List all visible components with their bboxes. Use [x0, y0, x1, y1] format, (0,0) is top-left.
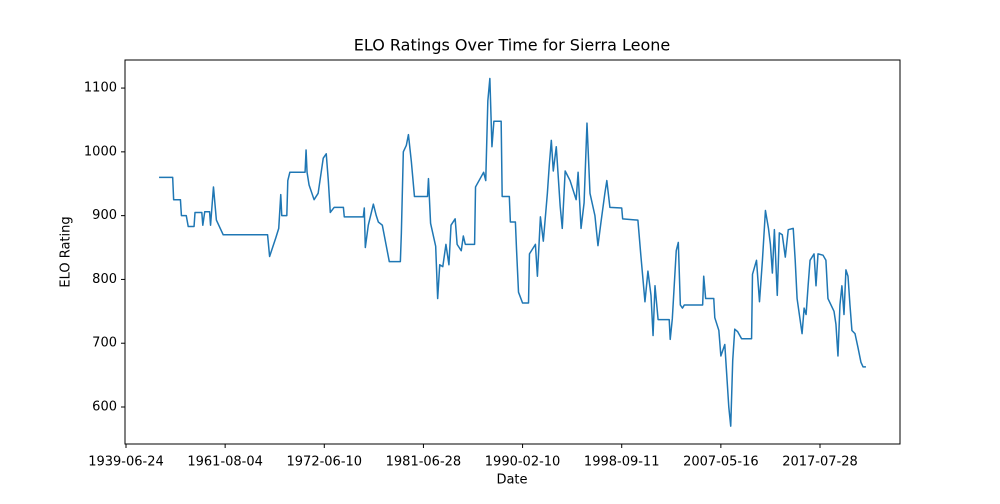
- x-tick-label: 2017-07-28: [782, 455, 858, 470]
- x-tick-label: 1990-02-10: [485, 455, 561, 470]
- y-tick-label: 900: [92, 208, 117, 223]
- x-tick-label: 1939-06-24: [88, 455, 164, 470]
- x-axis-label: Date: [496, 473, 527, 488]
- plot-frame: [124, 59, 901, 445]
- y-tick-label: 800: [92, 272, 117, 287]
- x-tick-label: 2007-05-16: [683, 455, 759, 470]
- y-tick-label: 1000: [84, 144, 117, 159]
- y-tick-label: 700: [92, 336, 117, 351]
- series-line: [159, 77, 866, 427]
- x-tick-label: 1998-09-11: [584, 455, 660, 470]
- y-axis-label: ELO Rating: [59, 216, 74, 287]
- x-tick-label: 1981-06-28: [386, 455, 462, 470]
- x-tick-label: 1961-08-04: [187, 455, 263, 470]
- y-tick-label: 1100: [84, 81, 117, 96]
- y-tick-label: 600: [92, 400, 117, 415]
- chart-title: ELO Ratings Over Time for Sierra Leone: [354, 36, 671, 55]
- x-tick-label: 1972-06-10: [287, 455, 363, 470]
